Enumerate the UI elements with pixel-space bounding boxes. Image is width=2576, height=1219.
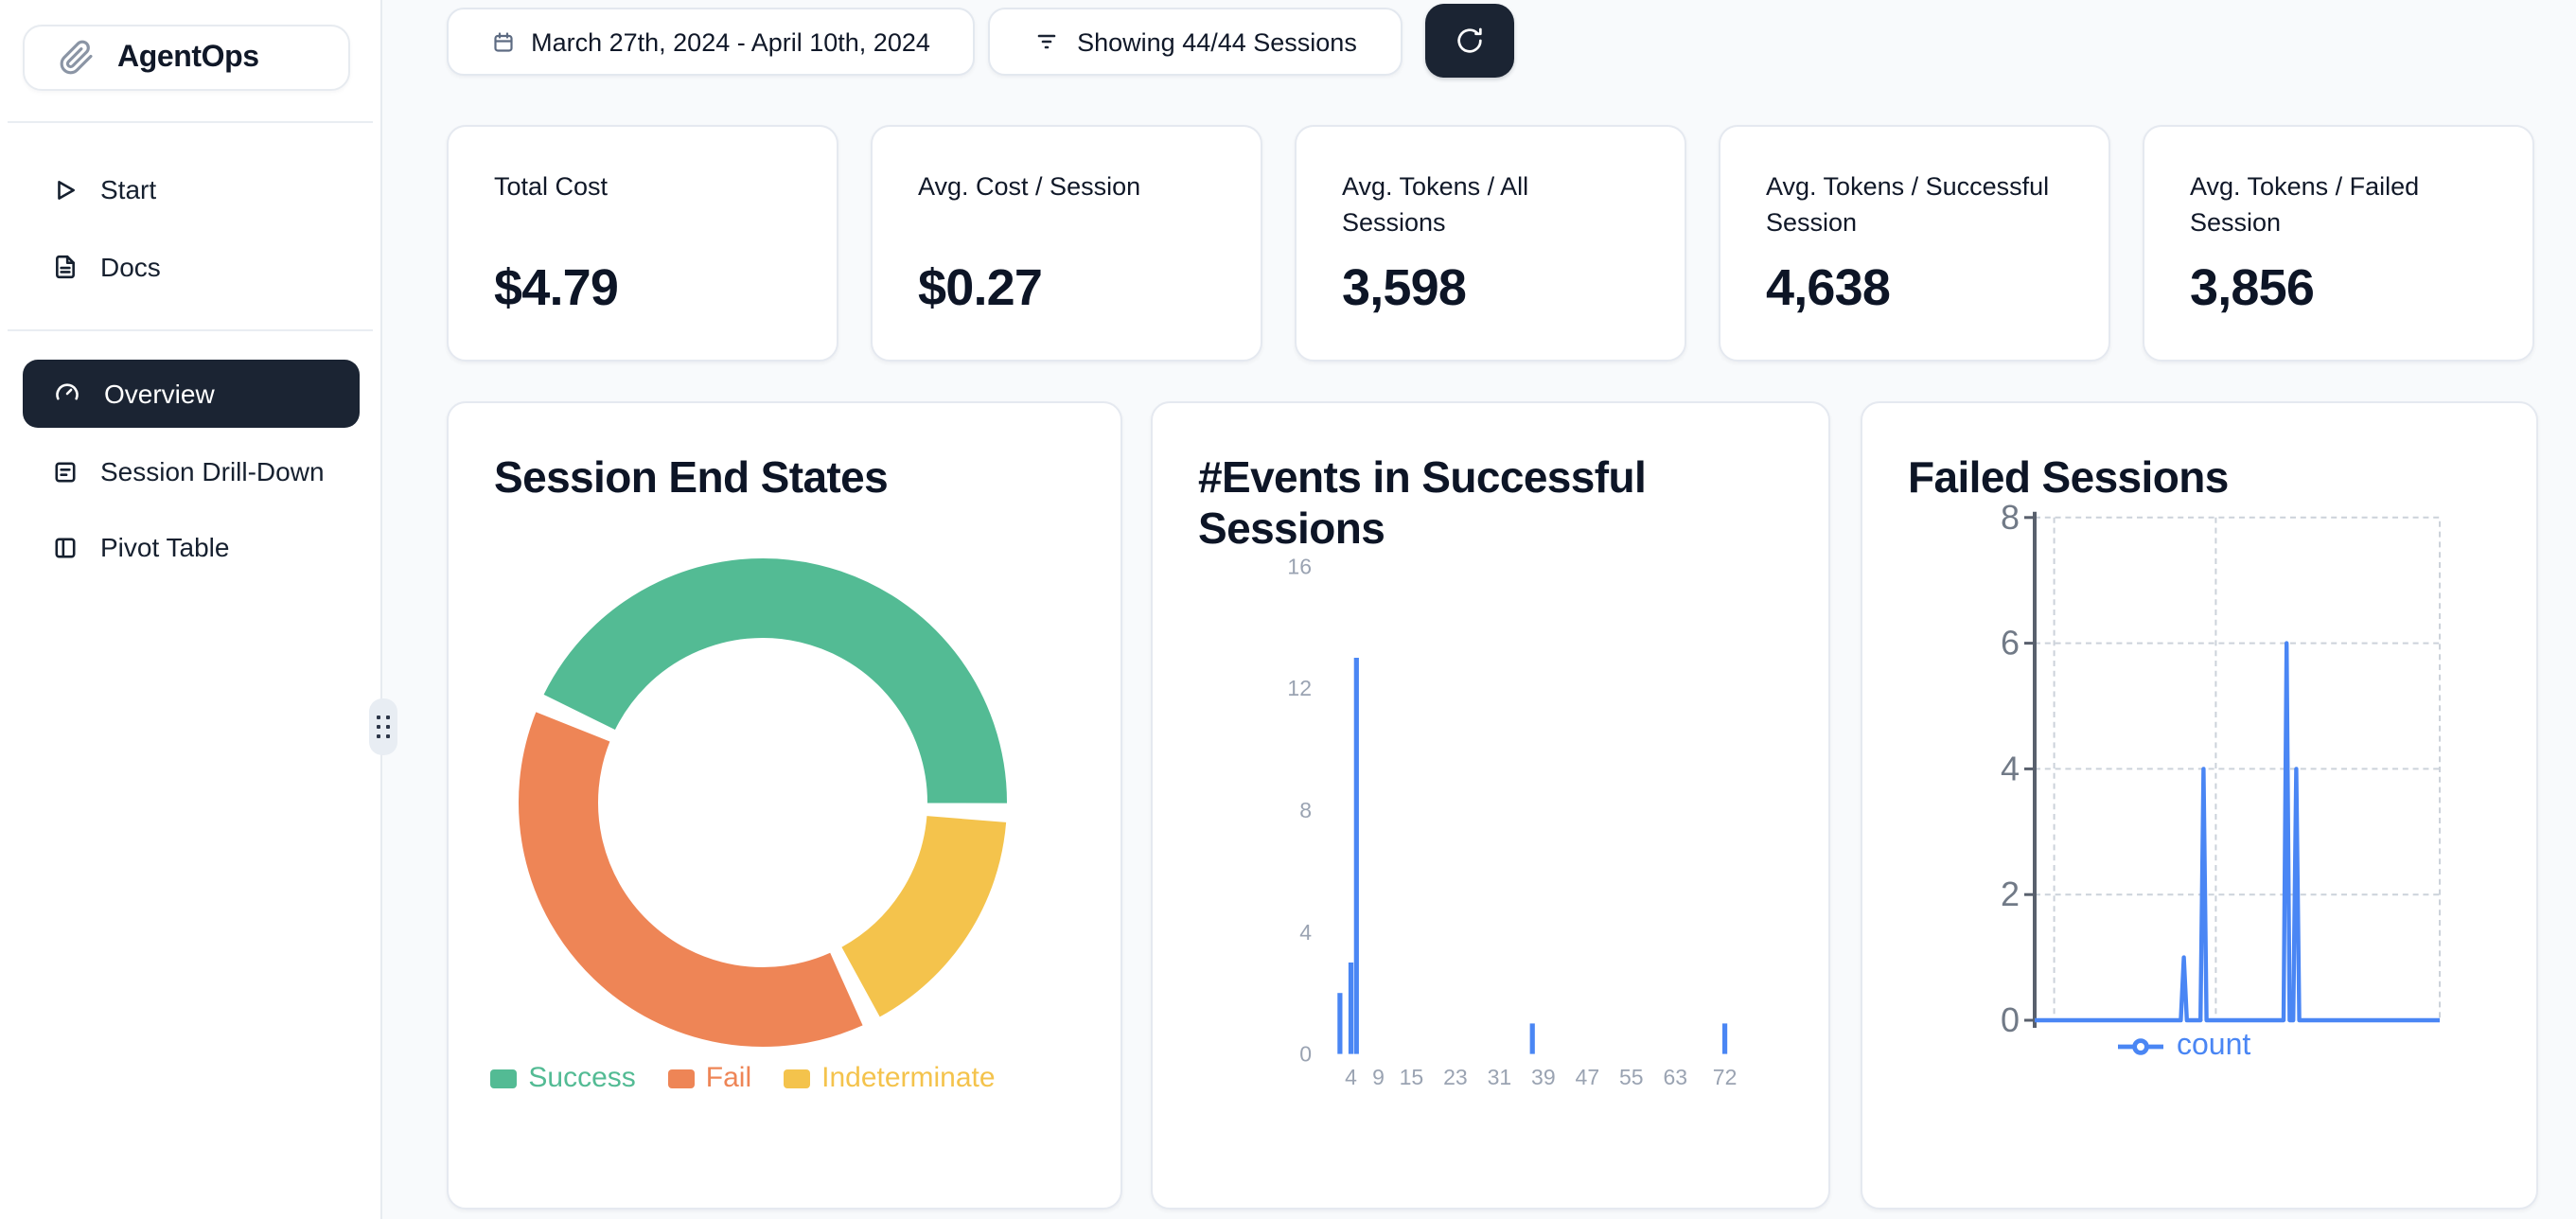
chart-title: #Events in Successful Sessions <box>1198 452 1647 553</box>
logo-button[interactable]: AgentOps <box>23 25 350 91</box>
stat-label: Avg. Tokens / Failed Session <box>2190 172 2420 237</box>
svg-text:31: 31 <box>1488 1065 1512 1089</box>
session-filter-button[interactable]: Showing 44/44 Sessions <box>988 8 1403 76</box>
stat-card-total-cost: Total Cost $4.79 <box>447 125 838 362</box>
donut-legend: Success Fail Indeterminate <box>449 1062 1120 1094</box>
paperclip-icon <box>59 40 95 76</box>
svg-text:8: 8 <box>2001 498 2020 537</box>
legend-label: Fail <box>705 1062 752 1094</box>
stat-value: $4.79 <box>494 259 619 316</box>
sidebar-item-label: Docs <box>100 252 161 282</box>
svg-text:2: 2 <box>2001 874 2020 913</box>
count-legend[interactable]: count <box>2118 1030 2250 1064</box>
failed-sessions-card: Failed Sessions 0 2 4 6 8 count <box>1861 401 2538 1210</box>
svg-text:16: 16 <box>1287 554 1312 578</box>
svg-text:12: 12 <box>1287 676 1312 700</box>
session-filter-label: Showing 44/44 Sessions <box>1077 27 1357 56</box>
failed-sessions-line-chart: 0 2 4 6 8 <box>2001 498 2441 1039</box>
stat-card-avg-tokens-failed: Avg. Tokens / Failed Session 3,856 <box>2143 125 2534 362</box>
svg-text:55: 55 <box>1619 1065 1644 1089</box>
svg-text:0: 0 <box>2001 1000 2020 1039</box>
stat-value: $0.27 <box>918 259 1043 316</box>
sidebar-divider <box>8 121 373 123</box>
svg-text:15: 15 <box>1400 1065 1424 1089</box>
sidebar: AgentOps Start Docs Overview <box>0 0 382 1219</box>
stat-label: Avg. Tokens / Successful Session <box>1766 172 2050 237</box>
svg-text:47: 47 <box>1576 1065 1600 1089</box>
fail-swatch-icon <box>667 1069 695 1087</box>
refresh-icon <box>1454 25 1486 57</box>
sidebar-divider <box>8 329 373 331</box>
sidebar-item-label: Overview <box>104 379 215 409</box>
date-range-label: March 27th, 2024 - April 10th, 2024 <box>531 27 930 56</box>
sidebar-item-label: Start <box>100 174 157 204</box>
date-range-button[interactable]: March 27th, 2024 - April 10th, 2024 <box>447 8 975 76</box>
legend-item-success[interactable]: Success <box>490 1062 636 1094</box>
session-end-states-card: Session End States Success Fail Indeterm… <box>447 401 1122 1210</box>
stat-label: Avg. Tokens / All Sessions <box>1342 172 1529 237</box>
svg-text:72: 72 <box>1713 1065 1738 1089</box>
stat-card-avg-tokens-all: Avg. Tokens / All Sessions 3,598 <box>1295 125 1686 362</box>
stat-card-avg-cost: Avg. Cost / Session $0.27 <box>871 125 1262 362</box>
play-icon <box>53 177 78 202</box>
stat-card-avg-tokens-success: Avg. Tokens / Successful Session 4,638 <box>1719 125 2110 362</box>
gauge-icon <box>53 380 81 407</box>
app-title: AgentOps <box>117 41 259 73</box>
sidebar-item-docs[interactable]: Docs <box>23 237 360 297</box>
sidebar-item-label: Pivot Table <box>100 532 230 562</box>
svg-text:39: 39 <box>1531 1065 1556 1089</box>
legend-item-fail[interactable]: Fail <box>667 1062 752 1094</box>
svg-text:4: 4 <box>1345 1065 1357 1089</box>
refresh-button[interactable] <box>1425 4 1514 78</box>
svg-text:23: 23 <box>1443 1065 1468 1089</box>
sidebar-item-start[interactable]: Start <box>23 159 360 220</box>
panel-left-icon <box>53 535 78 559</box>
line-marker-icon <box>2118 1035 2163 1058</box>
calendar-icon <box>491 29 514 54</box>
file-text-icon <box>53 254 78 280</box>
svg-text:9: 9 <box>1372 1065 1385 1089</box>
svg-text:8: 8 <box>1299 798 1312 822</box>
stat-value: 3,598 <box>1342 259 1467 316</box>
svg-text:4: 4 <box>2001 749 2020 787</box>
grip-dots-icon <box>376 715 391 739</box>
stat-value: 4,638 <box>1766 259 1891 316</box>
chart-title: Session End States <box>494 452 889 502</box>
legend-item-indeterminate[interactable]: Indeterminate <box>784 1062 996 1094</box>
sidebar-item-session-drill-down[interactable]: Session Drill-Down <box>23 441 360 502</box>
sidebar-item-overview[interactable]: Overview <box>23 360 360 428</box>
indeterminate-swatch-icon <box>784 1069 811 1087</box>
success-swatch-icon <box>490 1069 518 1087</box>
stat-value: 3,856 <box>2190 259 2315 316</box>
svg-text:0: 0 <box>1299 1042 1312 1067</box>
donut-chart <box>519 558 1008 1047</box>
svg-text:4: 4 <box>1299 920 1312 945</box>
sidebar-item-pivot-table[interactable]: Pivot Table <box>23 517 360 577</box>
svg-text:6: 6 <box>2001 624 2020 662</box>
legend-label: Indeterminate <box>821 1062 996 1094</box>
stat-label: Avg. Cost / Session <box>918 172 1141 201</box>
stat-label: Total Cost <box>494 172 609 201</box>
filter-lines-icon <box>1033 30 1060 53</box>
sidebar-item-label: Session Drill-Down <box>100 456 325 486</box>
list-box-icon <box>53 459 78 484</box>
events-histogram-card: #Events in Successful Sessions 0 4 8 12 16 4 9… <box>1151 401 1830 1210</box>
svg-text:63: 63 <box>1663 1065 1687 1089</box>
legend-label: Success <box>528 1062 636 1094</box>
count-legend-label: count <box>2177 1030 2251 1062</box>
sidebar-resize-handle[interactable] <box>369 698 397 755</box>
chart-title: Failed Sessions <box>1908 452 2229 502</box>
